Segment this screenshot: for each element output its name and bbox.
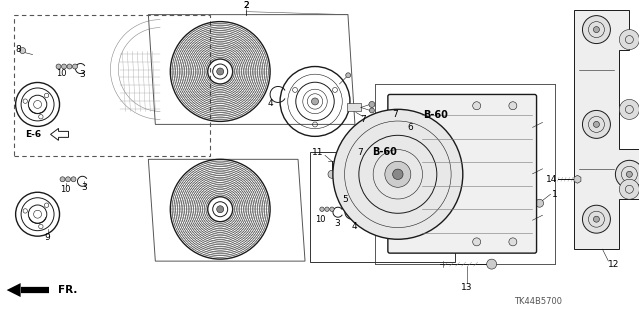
Text: 3: 3 [334,219,340,228]
Circle shape [620,30,639,49]
Text: 6: 6 [407,123,413,132]
Text: 12: 12 [608,260,619,269]
Circle shape [60,177,65,182]
Text: B-60: B-60 [423,110,448,120]
Circle shape [367,179,372,184]
Circle shape [415,206,421,212]
Text: 10: 10 [315,215,325,224]
Text: E-6: E-6 [26,130,42,139]
Circle shape [620,179,639,199]
Circle shape [388,126,394,131]
Circle shape [509,238,517,246]
Bar [13,15,210,156]
Text: 3: 3 [82,183,87,192]
Circle shape [385,161,411,187]
Circle shape [393,169,403,180]
Text: 14: 14 [546,175,557,184]
Circle shape [486,259,497,269]
Circle shape [593,26,600,33]
Text: 13: 13 [461,283,472,292]
Text: TK44B5700: TK44B5700 [513,297,561,306]
Circle shape [473,238,481,246]
Circle shape [446,183,451,188]
Text: 2: 2 [243,1,249,10]
Circle shape [330,207,334,211]
Circle shape [369,108,374,113]
Circle shape [368,188,372,192]
Circle shape [72,64,77,69]
FancyBboxPatch shape [388,94,536,253]
Circle shape [593,122,600,127]
Circle shape [328,170,336,178]
Circle shape [582,205,611,233]
Text: 8: 8 [16,45,22,54]
Circle shape [71,177,76,182]
Polygon shape [575,10,639,249]
Circle shape [346,73,351,78]
Circle shape [217,68,224,75]
Text: 7: 7 [360,115,366,124]
Text: 7: 7 [392,110,397,119]
Text: 4: 4 [268,99,273,108]
Circle shape [582,110,611,138]
Circle shape [217,206,224,213]
Text: 1: 1 [552,190,557,199]
Circle shape [620,100,639,119]
Polygon shape [574,175,581,183]
Circle shape [333,109,463,239]
Circle shape [593,216,600,222]
Text: 3: 3 [79,70,85,79]
Circle shape [324,207,329,211]
Circle shape [369,101,375,108]
Text: 10: 10 [56,69,67,78]
Text: 5: 5 [342,195,348,204]
Circle shape [473,102,481,110]
Circle shape [67,64,72,69]
Bar [342,182,360,191]
Circle shape [65,177,70,182]
Circle shape [616,160,640,188]
Circle shape [354,161,362,169]
Circle shape [536,199,543,207]
Circle shape [388,130,394,137]
Circle shape [312,98,319,105]
Circle shape [627,171,632,177]
Text: 11: 11 [312,148,324,157]
Circle shape [320,207,324,211]
Text: 2: 2 [243,1,249,10]
Circle shape [582,16,611,44]
Polygon shape [51,128,68,140]
Bar [347,103,361,111]
Circle shape [61,64,67,69]
Circle shape [20,48,26,54]
Text: 10: 10 [60,185,71,194]
Text: 9: 9 [45,233,51,242]
Circle shape [509,102,517,110]
Text: B-60: B-60 [372,147,397,157]
Text: FR.: FR. [58,285,77,295]
Text: 4: 4 [351,222,356,231]
Text: 7: 7 [357,148,363,157]
Polygon shape [6,283,20,297]
Circle shape [56,64,61,69]
Bar [310,152,455,262]
